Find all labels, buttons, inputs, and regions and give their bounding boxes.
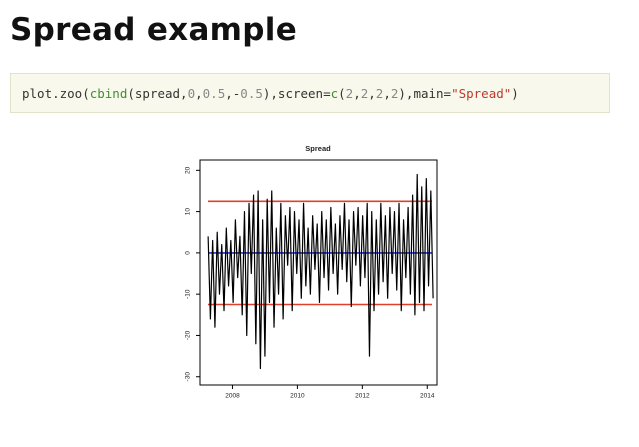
code-token: ( — [338, 86, 346, 101]
series-line — [207, 173, 434, 370]
code-token: plot.zoo( — [22, 86, 90, 101]
code-line: plot.zoo(cbind(spread,0,0.5,-0.5),screen… — [11, 74, 609, 114]
y-tick-label: 10 — [185, 208, 192, 216]
code-token: cbind — [89, 86, 128, 101]
page-title: Spread example — [10, 12, 298, 48]
chart-title: Spread — [305, 144, 331, 153]
y-tick-label: 0 — [185, 251, 192, 255]
x-tick-label: 2012 — [355, 393, 370, 400]
code-token: (spread, — [127, 86, 188, 101]
code-token: 0 — [187, 86, 196, 101]
x-tick-label: 2010 — [290, 393, 305, 400]
code-token: ,- — [225, 86, 241, 101]
y-tick-label: -30 — [185, 372, 192, 382]
code-token: 2 — [360, 86, 369, 101]
code-token: , — [353, 86, 361, 101]
plot-frame — [199, 159, 438, 386]
y-tick-label: -10 — [185, 289, 192, 299]
code-token: ) — [511, 86, 519, 101]
code-token: , — [383, 86, 391, 101]
code-block: plot.zoo(cbind(spread,0,0.5,-0.5),screen… — [10, 73, 610, 113]
code-token: c — [330, 86, 339, 101]
code-token: ),screen= — [262, 86, 331, 101]
y-tick-label: -20 — [185, 330, 192, 340]
code-token: 0.5 — [240, 86, 263, 101]
x-tick-label: 2008 — [225, 393, 240, 400]
code-token: 2 — [390, 86, 399, 101]
code-token: 2 — [375, 86, 384, 101]
code-token: 2 — [345, 86, 354, 101]
code-token: "Spread" — [451, 86, 512, 101]
code-token: , — [368, 86, 376, 101]
y-tick-label: 20 — [185, 166, 192, 174]
code-token: 0.5 — [202, 86, 226, 101]
x-tick-label: 2014 — [420, 393, 435, 400]
code-token: ),main= — [398, 86, 452, 101]
code-token: , — [195, 86, 203, 101]
